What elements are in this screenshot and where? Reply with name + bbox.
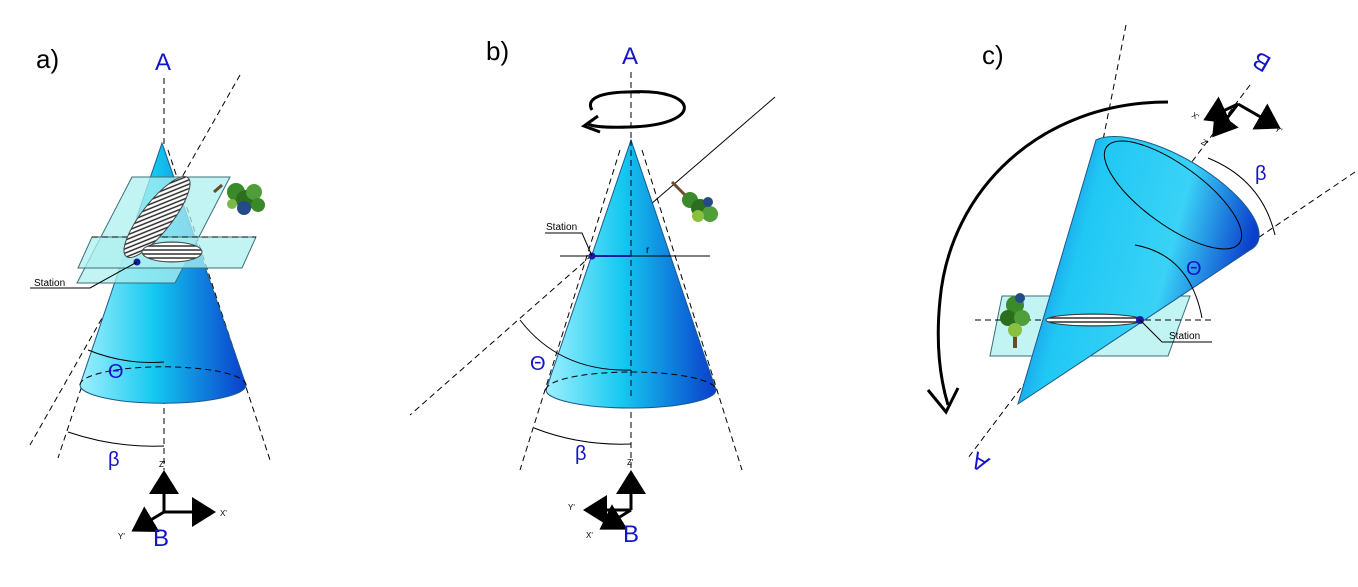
panel-c-axis-bottom-label: A: [967, 446, 994, 477]
panel-c-tree-icon: [1000, 293, 1030, 348]
panel-c-y-label: Y': [1273, 124, 1284, 135]
panel-b-y-label: Y': [568, 503, 575, 512]
panel-b: b) A r Station: [409, 36, 776, 548]
panel-c: c) B A Station: [926, 24, 1356, 477]
panel-b-beta-arc: [533, 427, 632, 445]
panel-b-cone-edge-right-ext: [641, 149, 743, 471]
panel-b-beta-label: β: [575, 443, 587, 465]
panel-c-cone-edge-ext: [1139, 171, 1356, 319]
panel-b-axis-bottom-label: B: [623, 521, 639, 548]
panel-a-tree-icon: [213, 183, 265, 215]
panel-b-station-leader: [545, 232, 593, 257]
panel-c-y-axis: [1237, 102, 1281, 130]
panel-b-radius-label: r: [646, 245, 650, 256]
panel-a-y-label: Y': [118, 532, 125, 541]
panel-a-axis-top-label: A: [155, 49, 171, 76]
panel-a-station-leader: [30, 261, 138, 289]
panel-b-cone-edge-left-ext: [519, 149, 621, 471]
panel-c-x-label: X': [1190, 111, 1201, 122]
panel-c-z-label: Z': [1200, 137, 1210, 148]
panel-a-theta-arc: [87, 349, 165, 363]
panel-c-theta-label: Θ: [1186, 258, 1202, 280]
panel-c-x-axis: [1203, 96, 1239, 124]
panel-c-rotation-arrow: [936, 100, 1169, 406]
panel-c-beta-label: β: [1255, 163, 1267, 185]
panel-c-station-label: Station: [1169, 331, 1200, 342]
panel-a-axis-bottom-label: B: [153, 525, 169, 552]
panel-c-axis-top-label: B: [1248, 46, 1275, 77]
panel-b-theta-arc: [519, 319, 632, 371]
panel-c-cone: [1017, 135, 1260, 406]
panel-c-rotation-arrowhead: [926, 387, 960, 415]
panel-a-cone-base-back: [79, 366, 247, 386]
panel-b-z-label: Z': [627, 458, 634, 467]
panel-b-cone-base-back: [545, 371, 717, 391]
panel-c-theta-arc: [1134, 244, 1203, 319]
panel-a-y-axis: [131, 506, 165, 533]
panel-b-x-label: X': [586, 531, 593, 540]
panel-b-label: b): [486, 36, 509, 66]
panel-b-rotation-arrow: [587, 90, 686, 129]
panel-c-horizontal-section: [1045, 313, 1143, 327]
panel-c-cone-base-rim: [1103, 140, 1243, 250]
panel-b-station-label: Station: [546, 222, 577, 233]
panel-a-tilted-section: [123, 176, 191, 258]
panel-b-rotation-arrowhead: [580, 114, 601, 134]
panel-b-theta-label: Θ: [530, 353, 546, 375]
panel-b-tilted-axis-dashed: [409, 254, 593, 416]
panel-a-theta-label: Θ: [108, 361, 124, 383]
panel-a-horizontal-section: [141, 241, 203, 263]
panel-b-tree-icon: [670, 180, 718, 222]
panel-a-station-label: Station: [34, 278, 65, 289]
panel-a-label: a): [36, 44, 59, 74]
panel-a-beta-label: β: [108, 449, 120, 471]
panel-a-x-label: X': [220, 509, 227, 518]
panel-b-axis-top-label: A: [622, 43, 638, 70]
panel-a-beta-arc: [67, 431, 165, 447]
panel-c-beta-arc: [1207, 157, 1276, 236]
panel-a-z-label: Z': [159, 460, 166, 469]
panel-b-x-axis: [599, 504, 632, 530]
panel-c-station-leader: [1139, 319, 1212, 343]
panel-a: a) A Station: [29, 44, 271, 552]
panel-c-label: c): [982, 40, 1004, 70]
